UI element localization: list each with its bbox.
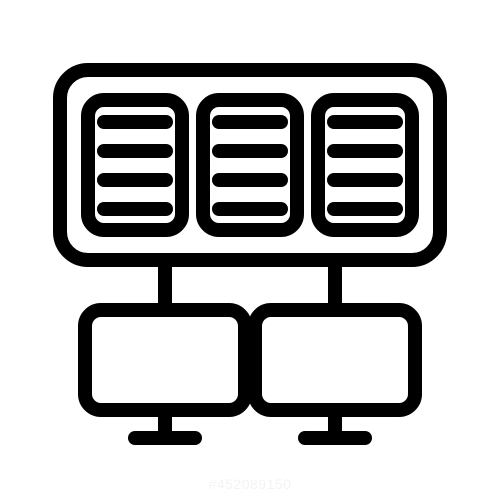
monitor-1-screen [85,310,245,410]
monitor-2-screen [255,310,415,410]
icon-container: { "icon": { "name": "network-documents-m… [0,0,500,500]
network-documents-monitors-icon [0,0,500,500]
